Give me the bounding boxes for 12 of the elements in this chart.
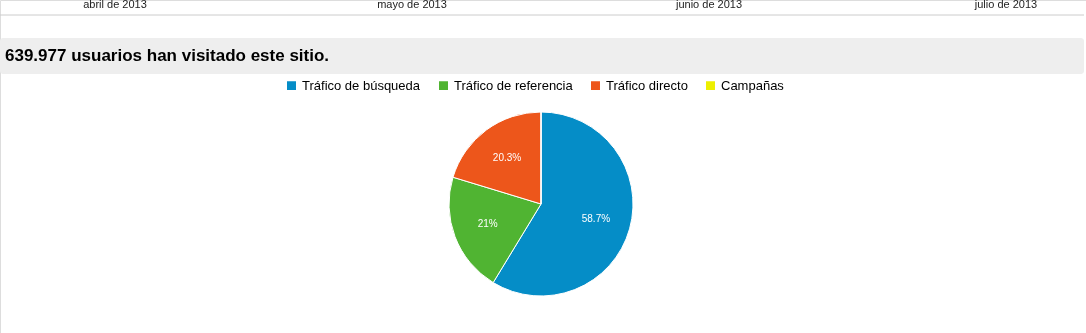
legend-label: Tráfico de búsqueda: [302, 77, 421, 93]
data-label: 21%: [477, 218, 498, 230]
text: mayo de 2013: [377, 0, 447, 10]
text: abril de 2013: [83, 0, 147, 10]
text: julio de 2013: [973, 0, 1038, 10]
legend-label: Tráfico de referencia: [454, 77, 574, 93]
text: junio de 2013: [674, 0, 743, 10]
legend-label: Campañas: [721, 77, 785, 93]
data-label: 58.7%: [581, 213, 611, 225]
legend-label: Tráfico directo: [606, 77, 688, 93]
chart-title: 639.977 usuarios han visitado este sitio.: [5, 46, 330, 65]
data-label: 20.3%: [492, 152, 522, 164]
